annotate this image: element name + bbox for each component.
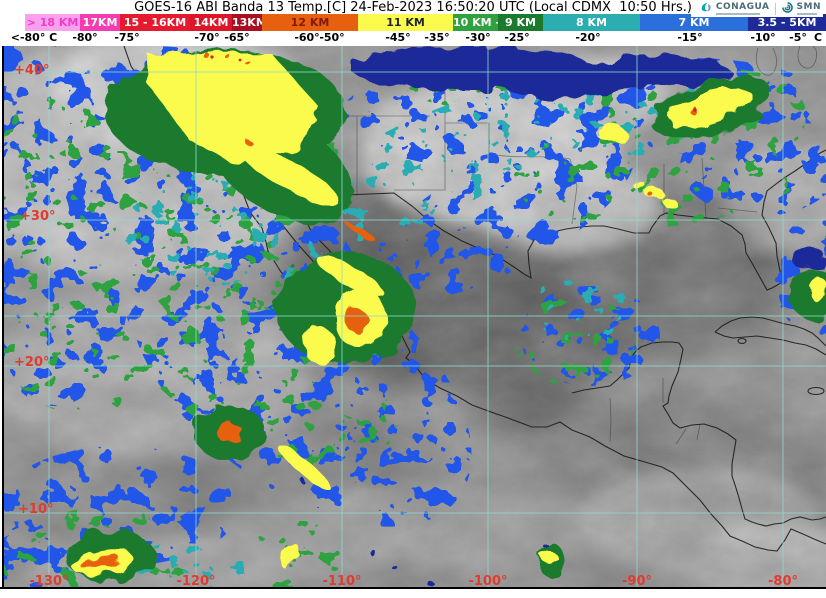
- conagua-label: CONAGUA: [715, 1, 770, 12]
- satellite-imagery: [0, 46, 826, 589]
- longitude-label: -100°: [468, 574, 508, 589]
- conagua-tagline-bar: [715, 12, 760, 15]
- temperature-label: -25°: [504, 31, 530, 44]
- longitude-label: -130°: [29, 574, 69, 589]
- temperature-label: C: [813, 31, 823, 44]
- altitude-legend-bar: > 18 KM 17KM 15 - 16KM 14KM 13KM 12 KM 11 KM 10…: [0, 14, 826, 31]
- temperature-label: -15°: [677, 31, 703, 44]
- temperature-label: <-80° C: [10, 31, 58, 44]
- cloud-cores-red: [210, 55, 697, 112]
- temperature-label: -10°: [750, 31, 776, 44]
- conagua-logo: CONAGUA: [699, 0, 770, 18]
- cloud-layer-cyan: [120, 76, 720, 589]
- latitude-label: +40°: [14, 63, 50, 78]
- legend-band: 13KM: [232, 14, 262, 31]
- smn-label: SMN: [796, 1, 821, 12]
- temperature-scale-row: <-80° C -80° -75° -70° -65° -60° -50° -45° -35° -…: [0, 31, 826, 46]
- smn-swirl-icon: [781, 0, 794, 18]
- conagua-swirl-icon: [699, 0, 713, 18]
- temperature-label: -80°: [72, 31, 98, 44]
- smn-tagline-bar: [796, 12, 817, 15]
- satellite-map: +40° +30° +20° +10° -130° -120° -110° -100° -90°…: [0, 46, 826, 589]
- page-title: GOES-16 ABI Banda 13 Temp.[C] 24-Feb-202…: [134, 0, 692, 15]
- temperature-label: -65°: [224, 31, 250, 44]
- grid-lines: [0, 46, 826, 589]
- legend-band: 12 KM: [262, 14, 358, 31]
- legend-band: 17KM: [80, 14, 120, 31]
- temperature-label: -35°: [424, 31, 450, 44]
- legend-band: 15 - 16KM: [120, 14, 190, 31]
- legend-band: 7 KM: [640, 14, 748, 31]
- legend-band: > 18 KM: [25, 14, 80, 31]
- legend-band: 3.5 - 5KM: [748, 14, 826, 31]
- temperature-label: -5°: [789, 31, 807, 44]
- logo-separator: [774, 2, 776, 15]
- latitude-label: +10°: [18, 502, 54, 517]
- legend-band: 9 KM: [498, 14, 543, 31]
- temperature-label: -45°: [385, 31, 411, 44]
- map-bottom-border: [0, 587, 826, 589]
- longitude-label: -80°: [768, 574, 798, 589]
- legend-band: 10 KM -: [453, 14, 498, 31]
- latitude-label: +30°: [20, 209, 56, 224]
- map-white-edge: [0, 46, 2, 589]
- temperature-label: -75°: [114, 31, 140, 44]
- agency-logos: CONAGUA SMN: [690, 0, 823, 18]
- temperature-label: -30°: [465, 31, 491, 44]
- smn-logo: SMN: [781, 0, 821, 18]
- temperature-label: -60°: [294, 31, 320, 44]
- legend-band: 8 KM: [543, 14, 640, 31]
- longitude-label: -90°: [622, 574, 652, 589]
- cloud-cores-orange: [81, 53, 697, 571]
- latitude-label: +20°: [14, 355, 50, 370]
- temperature-label: -20°: [575, 31, 601, 44]
- longitude-label: -120°: [176, 574, 216, 589]
- temperature-label: -70°: [194, 31, 220, 44]
- legend-band: 14KM: [190, 14, 232, 31]
- legend-band: 11 KM: [358, 14, 453, 31]
- map-left-border: [2, 46, 4, 589]
- temperature-label: -50°: [319, 31, 345, 44]
- longitude-label: -110°: [322, 574, 362, 589]
